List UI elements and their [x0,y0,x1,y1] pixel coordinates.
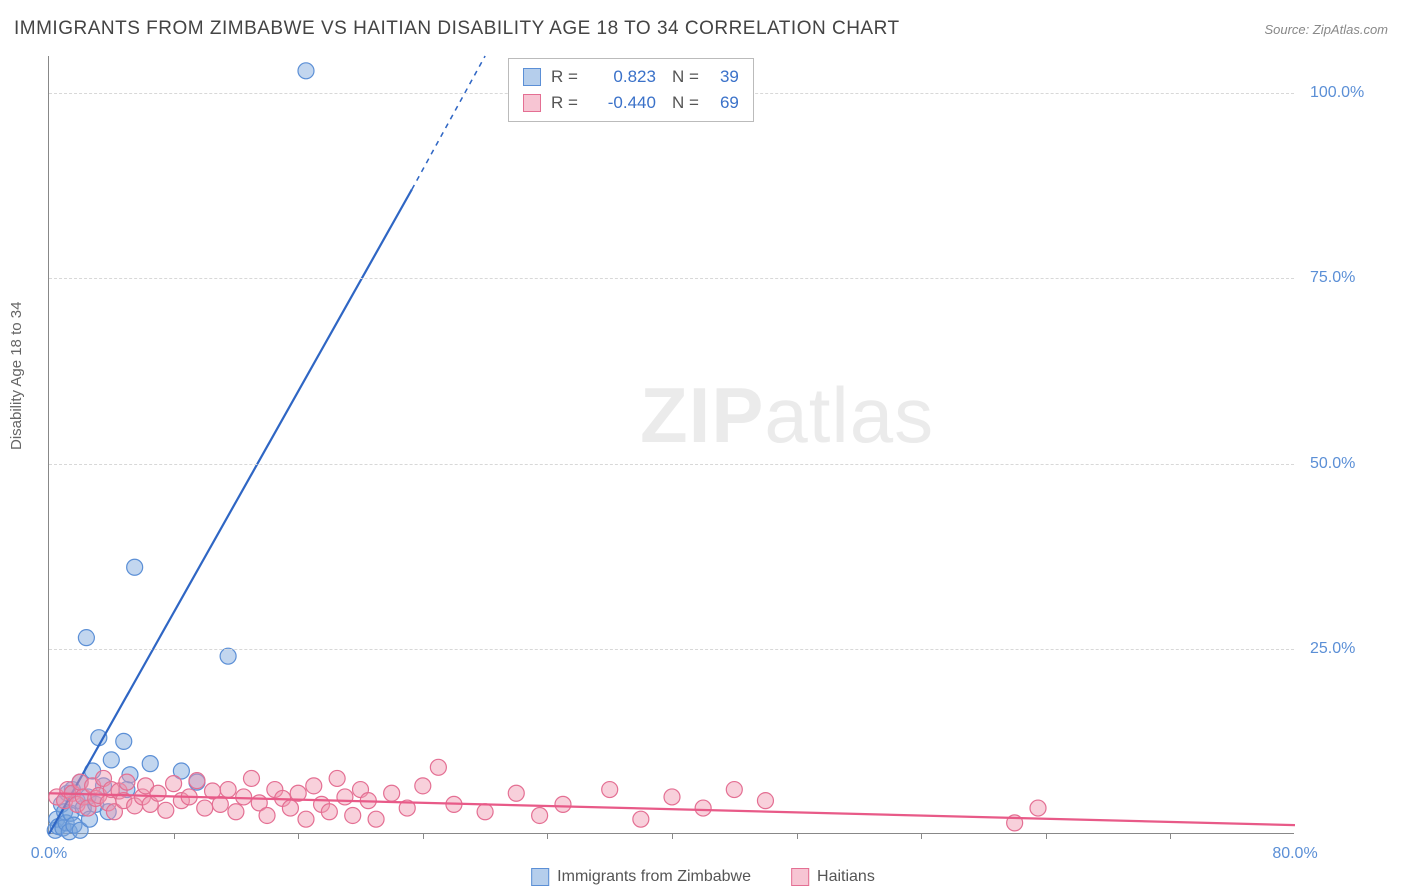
x-tick-mark [423,833,424,839]
data-point [150,785,166,801]
data-point [329,770,345,786]
data-point [127,559,143,575]
data-point [306,778,322,794]
data-point [695,800,711,816]
data-point [158,802,174,818]
x-tick-mark [547,833,548,839]
legend-label: Immigrants from Zimbabwe [557,868,751,886]
data-point [220,648,236,664]
data-point [477,804,493,820]
x-tick-mark [1046,833,1047,839]
gridline [49,278,1294,279]
swatch-blue-icon [523,68,541,86]
data-point [664,789,680,805]
regression-line-dashed [412,56,485,189]
data-point [119,774,135,790]
data-point [298,811,314,827]
legend-bottom: Immigrants from Zimbabwe Haitians [531,868,875,886]
x-tick-mark [797,833,798,839]
swatch-blue-icon [531,868,549,886]
x-tick-mark [298,833,299,839]
regression-line [49,189,412,834]
data-point [345,807,361,823]
data-point [726,782,742,798]
data-point [757,793,773,809]
data-point [532,807,548,823]
data-point [508,785,524,801]
data-point [602,782,618,798]
data-point [197,800,213,816]
chart-svg [49,56,1294,833]
data-point [430,759,446,775]
data-point [368,811,384,827]
data-point [298,63,314,79]
data-point [142,756,158,772]
y-tick-label: 25.0% [1310,640,1380,658]
data-point [243,770,259,786]
x-tick-label: 80.0% [1272,845,1317,863]
data-point [282,800,298,816]
y-tick-label: 75.0% [1310,269,1380,287]
data-point [189,773,205,789]
source-attribution: Source: ZipAtlas.com [1264,22,1388,37]
data-point [321,804,337,820]
data-point [1030,800,1046,816]
n-value: 69 [709,93,739,113]
stats-legend-box: R = 0.823 N = 39 R = -0.440 N = 69 [508,58,754,122]
plot-area: 25.0%50.0%75.0%100.0%0.0%80.0% [48,56,1294,834]
data-point [166,776,182,792]
r-value: 0.823 [588,67,656,87]
stats-row-series-1: R = 0.823 N = 39 [523,64,739,90]
data-point [236,789,252,805]
x-tick-mark [672,833,673,839]
y-axis-label: Disability Age 18 to 34 [8,302,25,450]
r-value: -0.440 [588,93,656,113]
x-tick-label: 0.0% [31,845,67,863]
data-point [103,752,119,768]
gridline [49,464,1294,465]
data-point [228,804,244,820]
stats-row-series-2: R = -0.440 N = 69 [523,90,739,116]
x-tick-mark [921,833,922,839]
data-point [384,785,400,801]
r-label: R = [551,67,578,87]
y-tick-label: 100.0% [1310,84,1380,102]
x-tick-mark [1170,833,1171,839]
n-label: N = [672,67,699,87]
data-point [633,811,649,827]
x-tick-mark [174,833,175,839]
legend-item-1: Immigrants from Zimbabwe [531,868,751,886]
data-point [116,733,132,749]
y-tick-label: 50.0% [1310,455,1380,473]
n-value: 39 [709,67,739,87]
legend-item-2: Haitians [791,868,875,886]
data-point [78,630,94,646]
r-label: R = [551,93,578,113]
swatch-pink-icon [523,94,541,112]
chart-title: IMMIGRANTS FROM ZIMBABWE VS HAITIAN DISA… [14,18,900,40]
swatch-pink-icon [791,868,809,886]
data-point [220,782,236,798]
n-label: N = [672,93,699,113]
data-point [337,789,353,805]
gridline [49,649,1294,650]
data-point [415,778,431,794]
legend-label: Haitians [817,868,875,886]
data-point [259,807,275,823]
data-point [555,796,571,812]
